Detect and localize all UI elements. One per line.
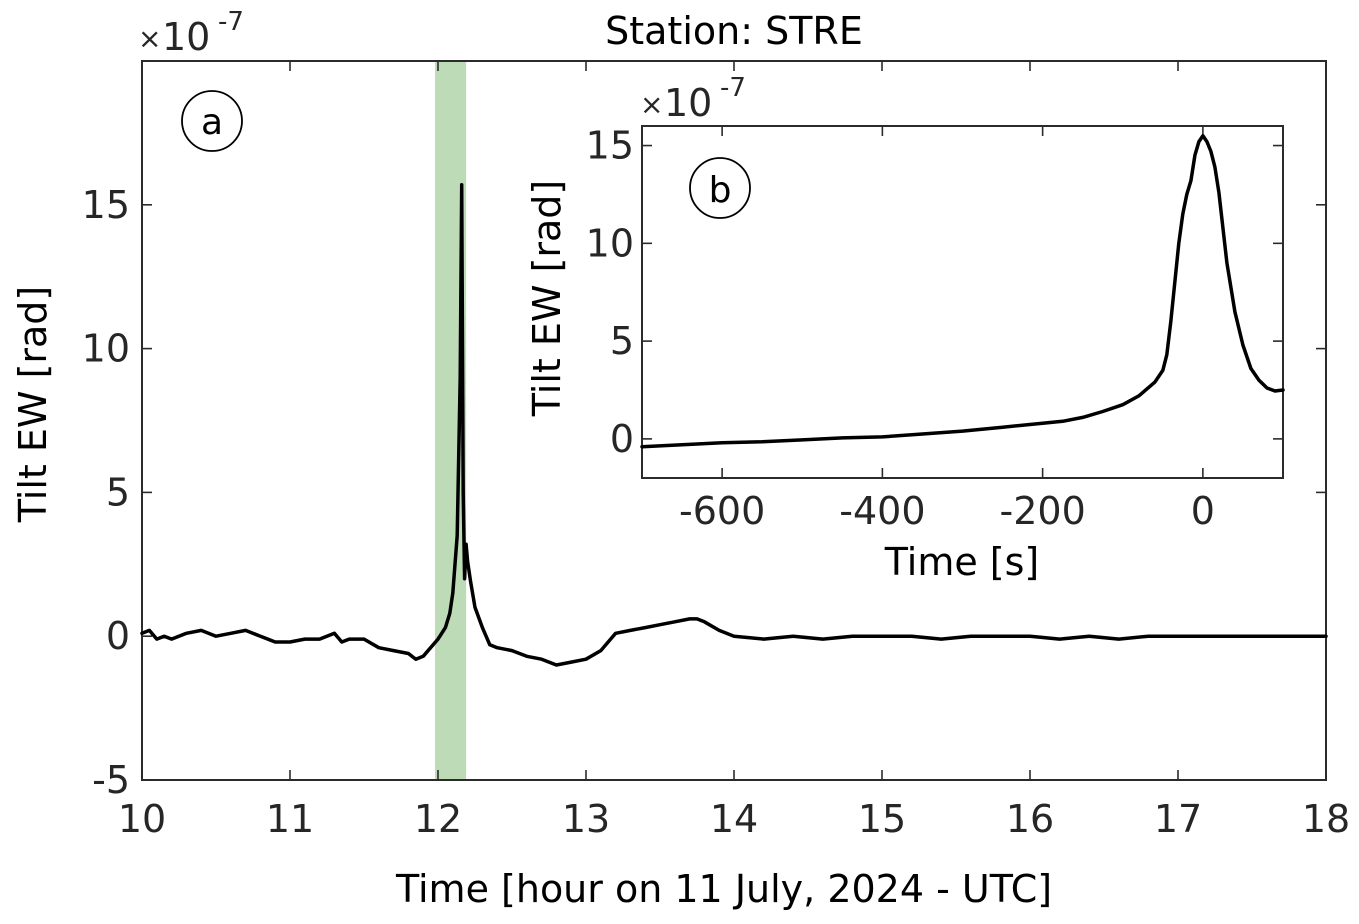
- y-tick-label: -5: [92, 758, 130, 802]
- times-sign: ×: [640, 88, 663, 121]
- panel-a-y-ticks: -5 0 5 10 15: [82, 183, 1326, 802]
- panel-a-badge-circle: [181, 90, 243, 152]
- y-tick-label: 5: [106, 470, 130, 514]
- panel-b-x-ticks: -600 -400 -200 0: [679, 126, 1215, 533]
- multiplier-base: 10: [664, 81, 712, 125]
- panel-b-badge: b: [689, 157, 751, 219]
- x-tick-label: 12: [414, 797, 462, 841]
- panel-b-badge-label: b: [709, 170, 732, 211]
- panel-a-chart: 10 11 12 13 14 15 16 17 18 -5 0 5 10 15 Station: STR…: [11, 7, 1350, 911]
- multiplier-exponent: -7: [218, 7, 244, 37]
- x-tick-label: 18: [1302, 797, 1350, 841]
- panel-b-x-axis-label: Time [s]: [884, 540, 1040, 584]
- panel-b-inset-chart: -600 -400 -200 0 0 5 10 15 Time [s] Tilt EW [r…: [525, 73, 1285, 584]
- x-tick-label: 16: [1006, 797, 1054, 841]
- y-tick-label: 5: [610, 319, 634, 363]
- x-tick-label: 10: [118, 797, 166, 841]
- y-tick-label: 10: [586, 221, 634, 265]
- panel-b-y-ticks: 0 5 10 15: [586, 124, 1283, 461]
- y-tick-label: 15: [82, 183, 130, 227]
- x-tick-label: 15: [858, 797, 906, 841]
- multiplier-exponent: -7: [720, 73, 746, 103]
- times-sign: ×: [138, 22, 161, 55]
- panel-a-x-axis-label: Time [hour on 11 July, 2024 - UTC]: [395, 867, 1052, 911]
- y-tick-label: 0: [610, 417, 634, 461]
- x-tick-label: 17: [1154, 797, 1202, 841]
- x-tick-label: 0: [1191, 489, 1215, 533]
- x-tick-label: -600: [679, 489, 765, 533]
- panel-b-y-multiplier: × 10 -7: [640, 73, 746, 125]
- panel-b-frame: [641, 125, 1284, 479]
- panel-a-badge-label: a: [201, 102, 223, 143]
- x-tick-label: 13: [562, 797, 610, 841]
- panel-b-series-line: [640, 134, 1285, 449]
- x-tick-label: 14: [710, 797, 758, 841]
- y-tick-label: 0: [106, 614, 130, 658]
- x-tick-label: -200: [1000, 489, 1086, 533]
- multiplier-base: 10: [162, 15, 210, 59]
- x-tick-label: 11: [266, 797, 314, 841]
- panel-a-x-ticks: 10 11 12 13 14 15 16 17 18: [118, 61, 1350, 841]
- y-tick-label: 15: [586, 124, 634, 168]
- panel-a-badge: a: [181, 90, 243, 152]
- x-tick-label: -400: [839, 489, 925, 533]
- y-tick-label: 10: [82, 327, 130, 371]
- panel-a-y-axis-label: Tilt EW [rad]: [11, 286, 55, 523]
- panel-a-y-multiplier: × 10 -7: [138, 7, 244, 59]
- chart-title: Station: STRE: [605, 9, 863, 53]
- panel-a-series-line: [140, 182, 1328, 667]
- panel-b-badge-circle: [689, 157, 751, 219]
- panel-b-y-axis-label: Tilt EW [rad]: [525, 180, 569, 417]
